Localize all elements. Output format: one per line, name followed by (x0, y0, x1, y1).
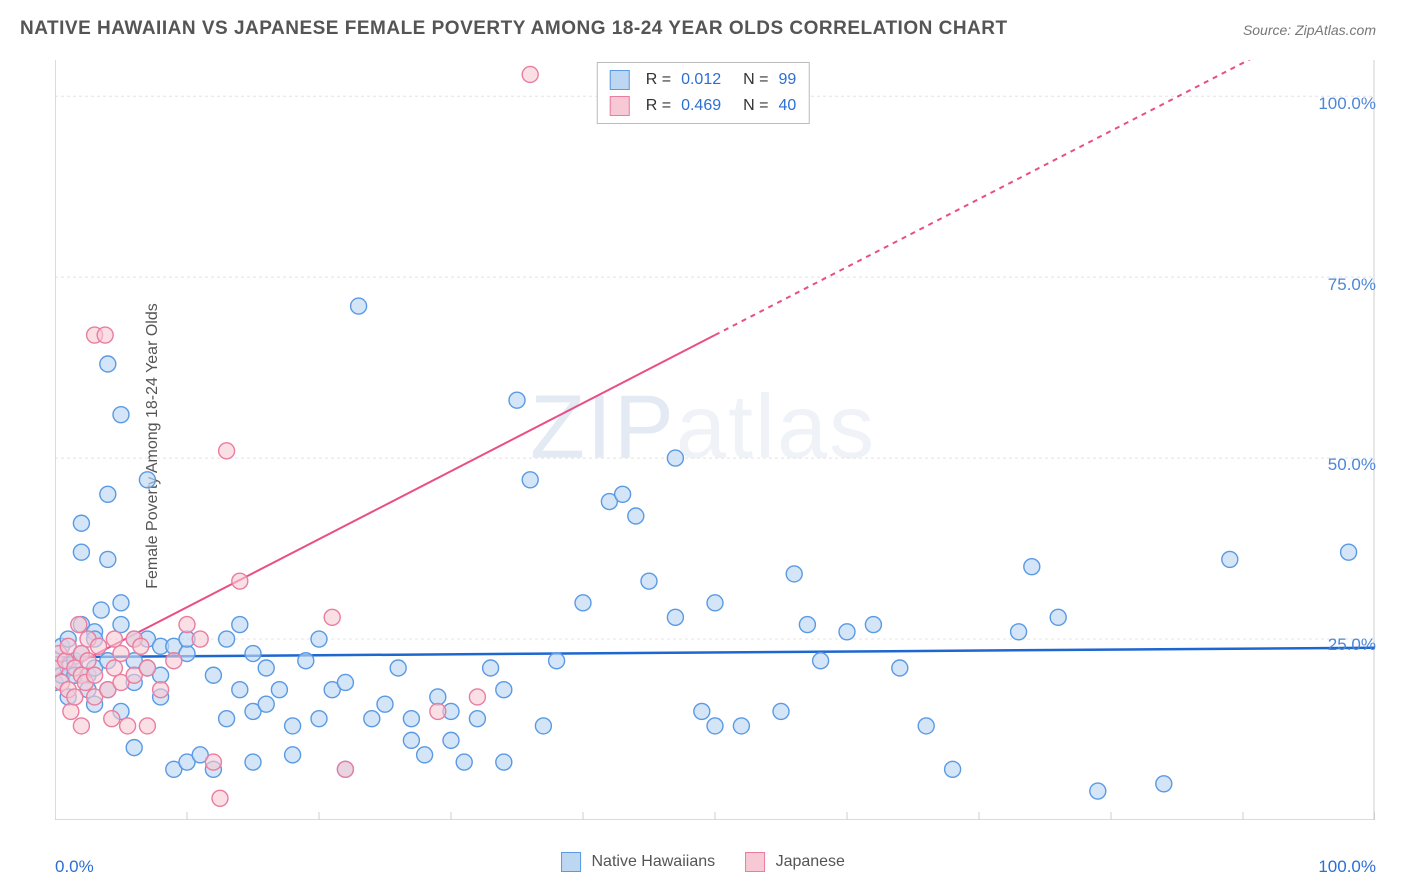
swatch-native-hawaiians (610, 70, 630, 90)
legend-item-japanese: Japanese (745, 852, 845, 872)
chart-title: NATIVE HAWAIIAN VS JAPANESE FEMALE POVER… (20, 18, 1008, 40)
n-value-1: 40 (778, 93, 796, 119)
n-label-1: N = (743, 93, 768, 119)
plot-area (55, 60, 1375, 820)
legend-stats-row-1: R = 0.469 N = 40 (610, 93, 797, 119)
r-label-0: R = (646, 67, 671, 93)
n-value-0: 99 (778, 67, 796, 93)
legend-label-0: Native Hawaiians (592, 853, 716, 870)
chart-container: NATIVE HAWAIIAN VS JAPANESE FEMALE POVER… (0, 0, 1406, 892)
x-tick-min: 0.0% (55, 857, 94, 877)
y-tick-75: 75.0% (1328, 275, 1376, 295)
swatch-japanese-b (745, 852, 765, 872)
r-value-1: 0.469 (681, 93, 721, 119)
y-tick-100: 100.0% (1318, 94, 1376, 114)
legend-stats-row-0: R = 0.012 N = 99 (610, 67, 797, 93)
r-label-1: R = (646, 93, 671, 119)
y-tick-50: 50.0% (1328, 455, 1376, 475)
scatter-svg (55, 60, 1375, 820)
legend-item-native-hawaiians: Native Hawaiians (561, 852, 715, 872)
n-label-0: N = (743, 67, 768, 93)
source-label: Source: ZipAtlas.com (1243, 22, 1376, 38)
r-value-0: 0.012 (681, 67, 721, 93)
y-tick-25: 25.0% (1328, 635, 1376, 655)
swatch-native-hawaiians-b (561, 852, 581, 872)
legend-label-1: Japanese (776, 853, 845, 870)
x-tick-max: 100.0% (1318, 857, 1376, 877)
legend-series: Native Hawaiians Japanese (561, 852, 845, 872)
swatch-japanese (610, 96, 630, 116)
legend-stats: R = 0.012 N = 99 R = 0.469 N = 40 (597, 62, 810, 124)
